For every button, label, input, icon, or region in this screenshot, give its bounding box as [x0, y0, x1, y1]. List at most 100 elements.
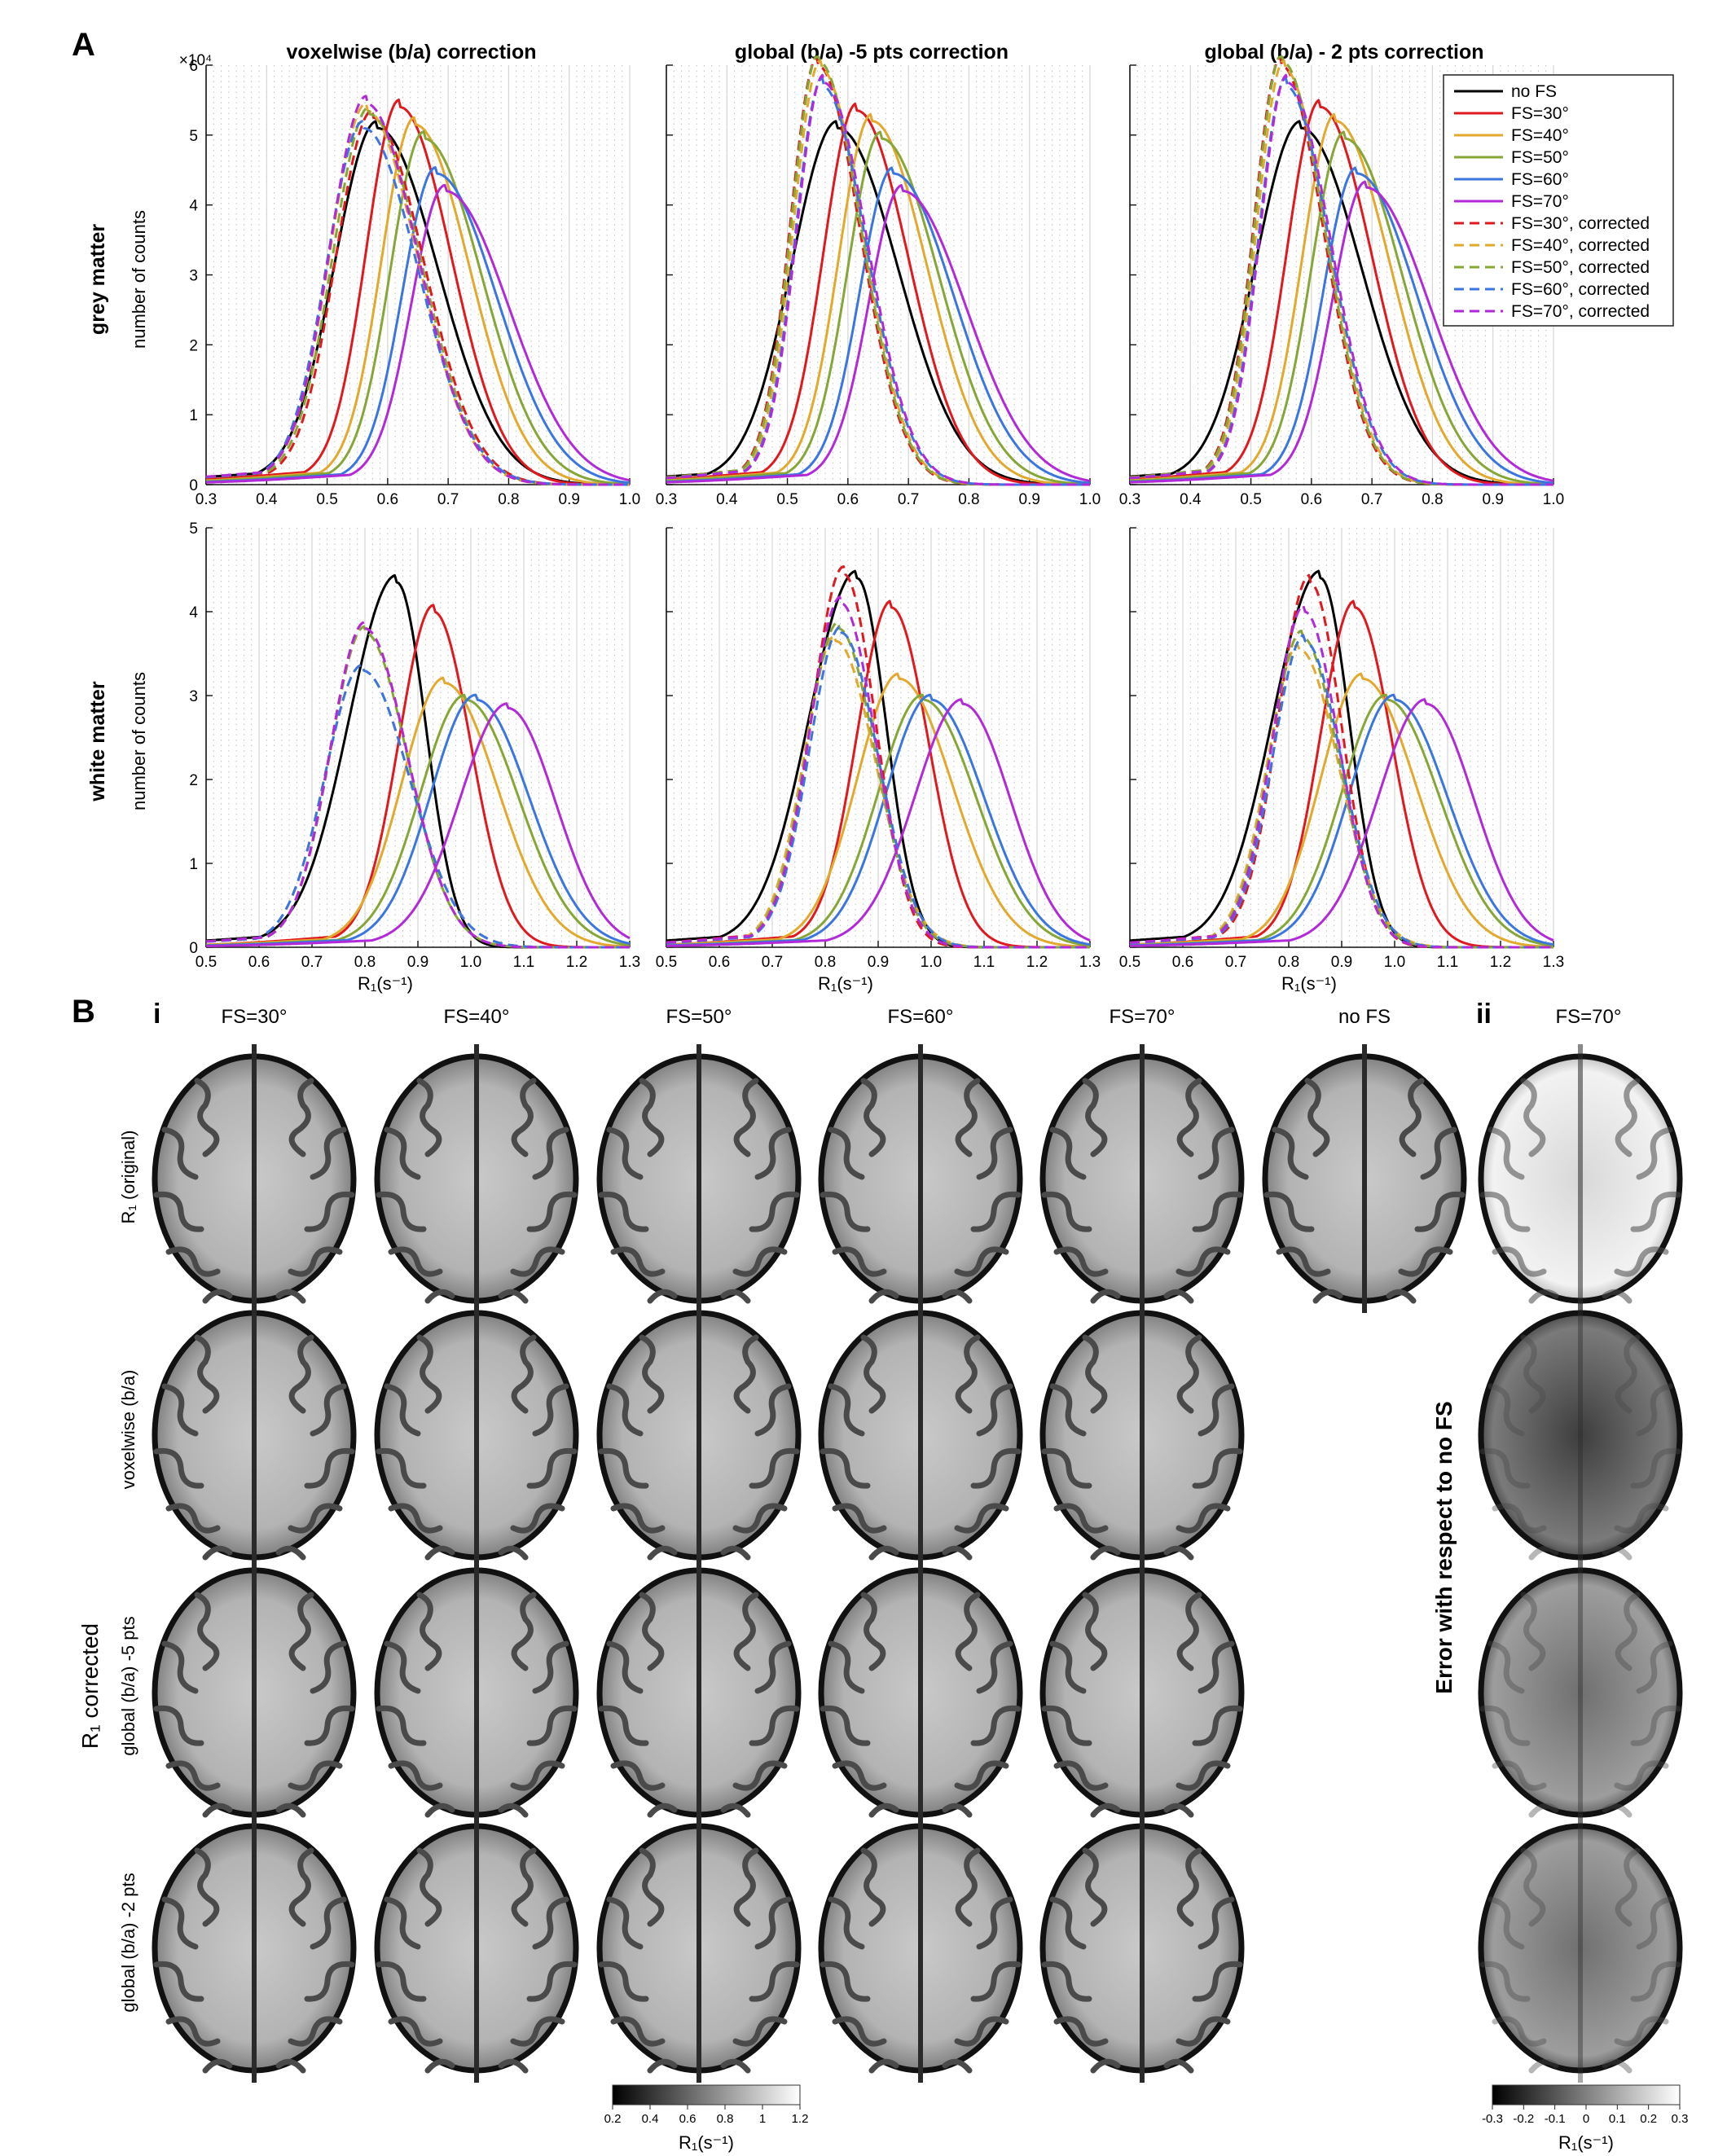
x-tick-label: 0.4	[716, 491, 738, 508]
legend-entry: no FS	[1511, 82, 1557, 101]
error-column-title: FS=70°	[1556, 1006, 1622, 1028]
series-fs-70-corrected	[205, 621, 630, 949]
brain-map-r3-c1	[374, 1814, 579, 2083]
y-tick-label: 3	[189, 688, 198, 705]
x-tick-label: 1.0	[1384, 954, 1405, 971]
sub-panel-i: i	[153, 999, 160, 1030]
legend: no FS FS=30° FS=40° FS=50° FS=60° FS=70° FS=30…	[1443, 74, 1674, 327]
series-fs-70-corrected	[205, 94, 630, 486]
x-tick-label: 0.3	[1119, 491, 1140, 508]
y-tick-label: 1	[189, 407, 198, 424]
colorbar-tick-label: 0.1	[1609, 2112, 1626, 2126]
x-tick-label: 0.9	[559, 491, 580, 508]
legend-entry: FS=50°	[1511, 148, 1569, 167]
histogram-1-0: 0.5 0.6 0.7 0.8 0.9 1.0 1.1 1.2 1.3 0 1 2 3 4 5 R₁(s⁻¹)	[189, 520, 640, 994]
brain-map-r1-c4	[1039, 1301, 1245, 1570]
x-tick-label: 1.0	[921, 954, 942, 971]
histogram-0-1: 0.3 0.4 0.5 0.6 0.7 0.8 0.9 1.0	[656, 55, 1101, 508]
histogram-1-2: 0.5 0.6 0.7 0.8 0.9 1.0 1.1 1.2 1.3 R₁(s⁻¹)	[1119, 527, 1564, 994]
legend-entry: FS=30°	[1511, 104, 1569, 123]
colorbar-tick-label: 0.6	[679, 2112, 697, 2126]
series-fs-70-	[1130, 180, 1554, 484]
colorbar-error-gradient	[1492, 2084, 1681, 2106]
series-fs-70-	[1130, 698, 1554, 947]
x-axis-label: R₁(s⁻¹)	[358, 973, 413, 994]
x-tick-label: 0.8	[498, 491, 519, 508]
colorbar-tick-label: 0.4	[642, 2112, 659, 2126]
x-tick-label: 0.3	[656, 491, 677, 508]
brain-map-r0-c1	[374, 1044, 579, 1313]
brain-map-r3-c2	[596, 1814, 802, 2083]
row-label-voxelwise: voxelwise (b/a)	[118, 1370, 138, 1490]
colorbar-r1-label: R₁(s⁻¹)	[679, 2132, 734, 2153]
series-fs-30-	[205, 99, 630, 486]
row-label-original: R₁ (original)	[118, 1130, 138, 1223]
x-tick-label: 0.9	[407, 954, 428, 971]
colorbar-tick-label: 0.2	[604, 2112, 622, 2126]
x-tick-label: 0.7	[1361, 491, 1382, 508]
brain-column-title: FS=60°	[888, 1006, 954, 1028]
series-fs-50-	[205, 130, 631, 485]
x-tick-label: 0.3	[196, 491, 217, 508]
colorbar-error: -0.3 -0.2 -0.1 0 0.1 0.2 0.3 R₁(s⁻¹)	[1482, 2084, 1689, 2153]
row-label-global-2pts: global (b/a) -2 pts	[118, 1873, 138, 2012]
x-tick-label: 0.7	[301, 954, 323, 971]
error-map-global-2pts	[1478, 1814, 1683, 2083]
column-title-voxelwise: voxelwise (b/a) correction	[286, 41, 536, 64]
x-tick-label: 0.4	[256, 491, 278, 508]
x-tick-label: 1.1	[973, 954, 995, 971]
x-tick-label: 0.5	[1240, 491, 1261, 508]
series-fs-40-	[666, 672, 1091, 948]
colorbar-error-label: R₁(s⁻¹)	[1558, 2132, 1614, 2153]
colorbar-tick-label: -0.3	[1482, 2112, 1503, 2126]
series-fs-60-corrected	[205, 120, 630, 486]
x-tick-label: 1.2	[1026, 954, 1048, 971]
series-fs-70-corrected	[666, 595, 1090, 949]
colorbar-tick-label: -0.2	[1513, 2112, 1534, 2126]
y-tick-label: 0	[189, 477, 198, 494]
series-fs-70-	[205, 702, 631, 948]
series-fs-70-	[666, 184, 1091, 484]
y-tick-label: 1	[189, 856, 198, 873]
colorbar-r1: 0.2 0.4 0.6 0.8 1 1.2 R₁(s⁻¹)	[604, 2084, 808, 2153]
brain-map-r2-c0	[152, 1558, 357, 1827]
colorbar-tick-label: 0	[1583, 2112, 1589, 2126]
series-fs-30-	[666, 102, 1090, 486]
legend-entry: FS=50°, corrected	[1511, 258, 1650, 277]
error-map-original	[1478, 1044, 1683, 1313]
legend-entry: FS=60°, corrected	[1511, 280, 1650, 299]
legend-entry: FS=40°, corrected	[1511, 236, 1650, 255]
x-axis-label: R₁(s⁻¹)	[1281, 973, 1337, 994]
colorbar-tick-label: 0.8	[717, 2112, 734, 2126]
x-tick-label: 1.0	[619, 491, 640, 508]
brain-map-r1-c2	[596, 1301, 802, 1570]
x-tick-label: 1.1	[513, 954, 534, 971]
x-tick-label: 0.6	[709, 954, 730, 971]
brain-map-r0-c0	[152, 1044, 357, 1313]
colorbar-tick-label: 0.3	[1672, 2112, 1689, 2126]
x-axis-label: R₁(s⁻¹)	[818, 973, 873, 994]
x-tick-label: 0.9	[1019, 491, 1040, 508]
y-axis-label-top: number of counts	[129, 210, 149, 349]
x-tick-label: 0.5	[196, 954, 217, 971]
x-tick-label: 1.2	[566, 954, 587, 971]
series-fs-50-	[666, 130, 1091, 485]
brain-map-r0-c2	[596, 1044, 802, 1313]
brain-map-r1-c1	[374, 1301, 579, 1570]
x-tick-label: 0.7	[437, 491, 459, 508]
x-tick-label: 0.5	[776, 491, 798, 508]
x-tick-label: 0.7	[1225, 954, 1246, 971]
x-tick-label: 0.7	[898, 491, 919, 508]
series-fs-70-corrected	[1129, 73, 1553, 486]
x-tick-label: 0.9	[868, 954, 889, 971]
row-label-global-5pts: global (b/a) -5 pts	[118, 1616, 138, 1755]
x-tick-label: 0.7	[762, 954, 783, 971]
series-fs-50-corrected	[205, 106, 630, 486]
series-fs-70-corrected	[666, 73, 1090, 486]
brain-column-title: FS=40°	[444, 1006, 510, 1028]
series-fs-40-	[205, 116, 630, 486]
legend-entry: FS=70°, corrected	[1511, 302, 1650, 321]
x-tick-label: 1.3	[1543, 954, 1564, 971]
brain-map-r3-c0	[152, 1814, 357, 2083]
